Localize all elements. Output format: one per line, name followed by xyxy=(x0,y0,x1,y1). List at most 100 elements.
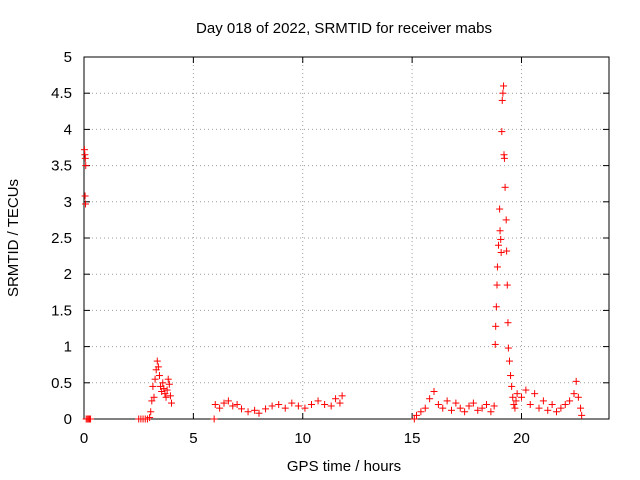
data-point xyxy=(421,404,429,412)
x-tick-labels: 0 5 10 15 20 xyxy=(80,430,530,447)
data-point xyxy=(498,128,506,136)
data-point xyxy=(294,402,302,410)
data-point xyxy=(461,408,469,416)
data-point xyxy=(160,385,168,393)
y-tick-label: 2.5 xyxy=(51,230,72,247)
data-point xyxy=(474,406,482,414)
data-point xyxy=(244,408,252,416)
data-point xyxy=(557,404,565,412)
data-point xyxy=(511,404,519,412)
data-point xyxy=(165,380,173,388)
data-point xyxy=(210,415,218,423)
data-point xyxy=(535,404,543,412)
data-point xyxy=(229,402,237,410)
plot-frame xyxy=(83,56,610,420)
data-point xyxy=(553,408,560,416)
data-point xyxy=(497,235,505,243)
data-point xyxy=(426,395,434,403)
data-point xyxy=(443,397,451,405)
data-point xyxy=(159,379,167,387)
data-point xyxy=(255,409,263,417)
data-point xyxy=(166,392,174,400)
data-point xyxy=(492,303,500,311)
data-point xyxy=(490,402,498,410)
data-point xyxy=(572,377,580,385)
data-point xyxy=(146,414,154,422)
grid-lines xyxy=(84,57,609,419)
y-tick-label: 2 xyxy=(64,266,72,283)
data-point xyxy=(238,405,245,413)
data-point xyxy=(496,227,504,235)
data-point xyxy=(321,401,329,409)
data-points xyxy=(80,82,586,423)
data-point xyxy=(577,404,585,412)
data-point xyxy=(493,263,501,271)
data-point xyxy=(332,395,340,403)
data-point xyxy=(82,162,90,170)
data-point xyxy=(168,399,175,407)
data-point xyxy=(148,397,156,405)
y-tick-label: 0 xyxy=(64,411,72,428)
data-point xyxy=(492,322,500,330)
data-point xyxy=(465,402,473,410)
data-point xyxy=(499,89,507,97)
data-point xyxy=(498,96,506,104)
x-tick-label: 5 xyxy=(189,430,197,447)
y-tick-label: 0.5 xyxy=(51,375,72,392)
data-point xyxy=(448,406,455,414)
y-tick-label: 4.5 xyxy=(51,85,72,102)
data-point xyxy=(413,411,420,419)
data-point xyxy=(262,405,270,413)
data-point xyxy=(493,281,501,289)
data-point xyxy=(434,401,442,409)
data-point xyxy=(224,397,232,405)
data-point xyxy=(566,397,574,405)
y-tick-label: 5 xyxy=(64,49,72,66)
y-tick-label: 1.5 xyxy=(51,302,72,319)
data-point xyxy=(81,192,89,200)
data-point xyxy=(155,372,163,380)
x-tick-label: 20 xyxy=(513,430,530,447)
data-point xyxy=(439,404,447,412)
y-tick-label: 3.5 xyxy=(51,158,72,175)
data-point xyxy=(268,402,276,410)
data-point xyxy=(483,401,490,409)
data-point xyxy=(509,393,517,401)
data-point xyxy=(570,390,578,398)
data-point xyxy=(500,154,508,162)
y-tick-label: 3 xyxy=(64,194,72,211)
data-point xyxy=(503,281,511,289)
data-point xyxy=(510,401,518,409)
data-point xyxy=(430,387,438,395)
data-point xyxy=(548,401,556,409)
data-point xyxy=(87,415,95,423)
data-point xyxy=(327,402,335,410)
data-point xyxy=(505,357,513,365)
data-point xyxy=(150,393,158,401)
data-point xyxy=(539,397,547,405)
data-point xyxy=(251,406,259,414)
data-point xyxy=(336,399,344,407)
data-point xyxy=(456,404,464,412)
data-point xyxy=(522,386,530,394)
data-point xyxy=(162,393,170,401)
data-point xyxy=(338,392,346,400)
data-point xyxy=(314,397,322,405)
data-point xyxy=(503,247,511,255)
data-point xyxy=(491,340,499,348)
data-point xyxy=(301,404,309,412)
data-point xyxy=(526,401,534,409)
data-point xyxy=(220,399,228,407)
data-point xyxy=(281,404,289,412)
data-point xyxy=(147,408,155,416)
data-point xyxy=(513,390,521,398)
data-point xyxy=(478,404,486,412)
data-point xyxy=(512,397,520,405)
data-point xyxy=(504,344,512,352)
data-point xyxy=(164,375,172,383)
data-point xyxy=(233,401,241,409)
x-axis-label: GPS time / hours xyxy=(287,458,401,475)
data-point xyxy=(211,401,219,409)
data-point xyxy=(487,408,495,416)
data-point xyxy=(544,406,552,414)
